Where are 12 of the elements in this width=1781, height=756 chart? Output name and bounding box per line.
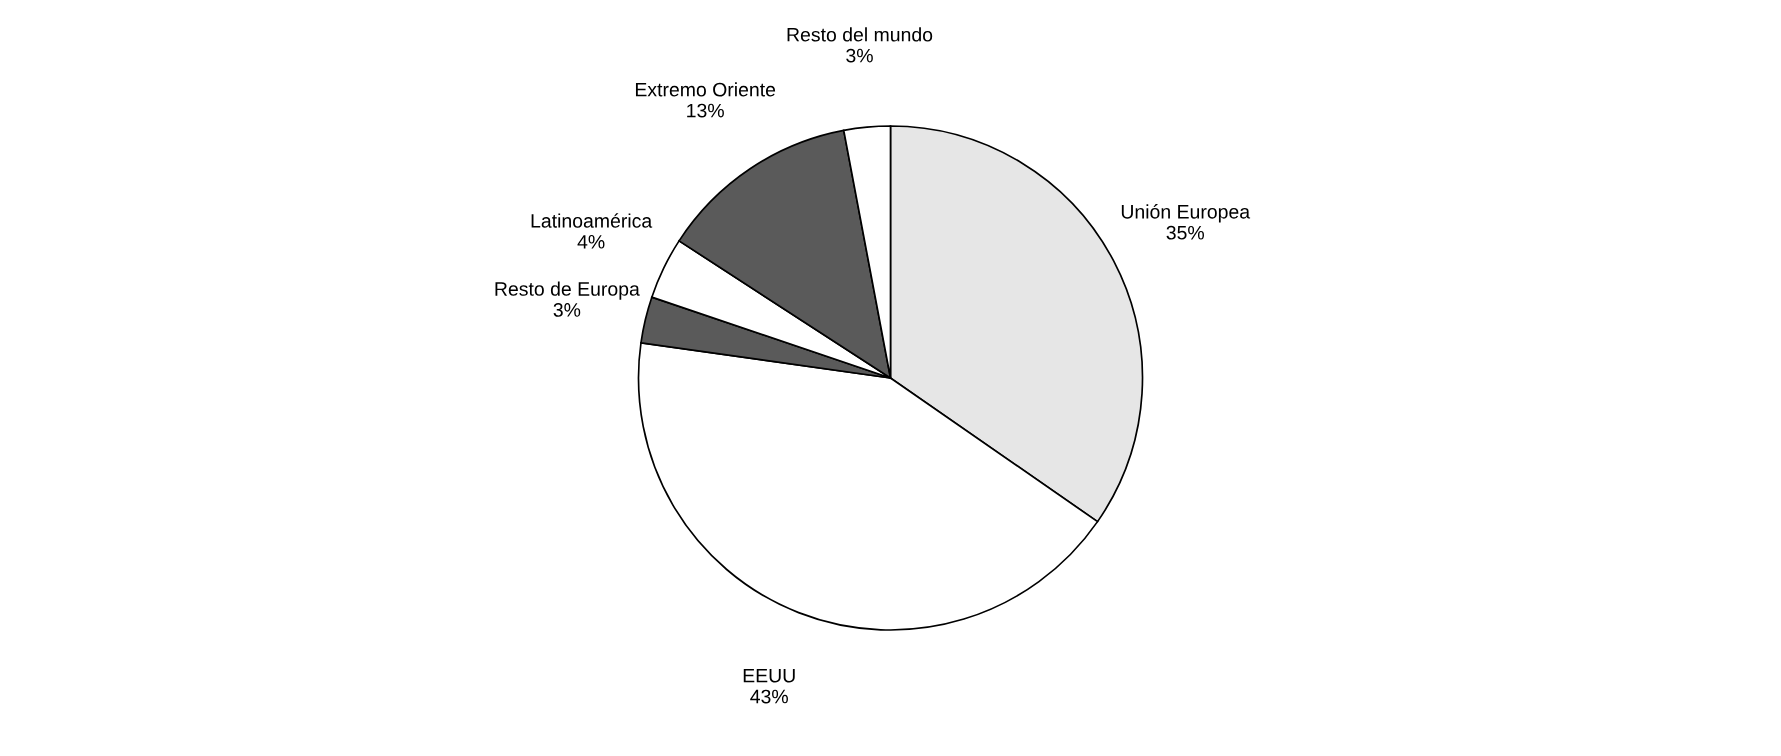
data-label: 3% (846, 48, 873, 63)
data-label: 3% (553, 303, 581, 317)
slice-label: Resto del mundo (787, 27, 933, 42)
data-label: 43% (750, 689, 788, 704)
slice-label: Latinoamérica (531, 213, 653, 228)
slice-label: Extremo Oriente (635, 82, 776, 97)
data-label: 35% (1166, 225, 1204, 240)
slice-label: Unión Europea (1121, 204, 1251, 223)
data-label: 13% (687, 103, 724, 118)
slice-label: EEUU (743, 668, 795, 683)
slice-label: Resto de Europa (495, 281, 640, 300)
data-label: 4% (577, 235, 605, 249)
